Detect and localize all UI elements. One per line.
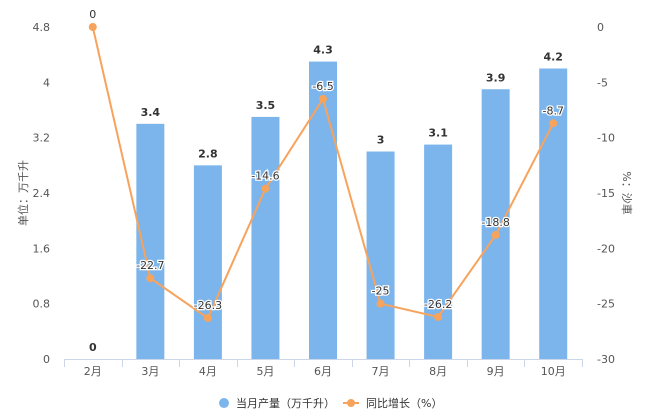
bar-series: 0 3.4 2.8 3.5 4.3 3 3.1 3.9 4.2 [89,44,568,360]
line-data-label: 0 [89,8,96,21]
right-tick-label: -5 [597,76,608,89]
x-tick-label: 7月 [372,365,390,378]
left-y-axis: 0 0.8 1.6 2.4 3.2 4 4.8 单位：万千升 [16,21,50,366]
bar-data-label: 4.2 [543,51,563,64]
legend-label: 当月产量（万千升） [236,396,335,410]
legend-item-line[interactable]: 同比增长（%） [343,396,442,410]
right-tick-label: -20 [597,242,615,255]
bar[interactable] [136,123,165,359]
bar-data-label: 3.5 [256,99,276,112]
line-point[interactable] [88,23,97,31]
x-tick-label: 3月 [141,365,159,378]
bar-data-label: 0 [89,341,97,354]
line-point[interactable] [376,299,385,308]
bar-data-label: 2.8 [198,147,218,160]
line-point[interactable] [261,184,270,193]
left-tick-label: 0.8 [33,298,51,311]
line-data-label: -14.6 [251,170,279,183]
line-point[interactable] [146,274,155,283]
line-point[interactable] [434,312,443,321]
bar[interactable] [251,116,280,360]
bar[interactable] [193,165,222,359]
right-tick-label: -30 [597,353,615,366]
right-tick-label: -15 [597,187,615,200]
left-tick-label: 2.4 [33,187,51,200]
left-tick-label: 3.2 [33,132,51,145]
line-data-label: -26.2 [424,298,452,311]
x-tick-label: 5月 [256,365,274,378]
line-point[interactable] [319,94,327,103]
line-data-label: -6.5 [312,80,333,93]
x-tick-label: 4月 [199,365,217,378]
left-tick-label: 4.8 [33,21,51,34]
legend-marker-dot [347,399,355,407]
left-tick-label: 4 [43,76,50,89]
legend-marker-circle [219,398,229,408]
line-point[interactable] [549,119,558,128]
bar-data-label: 3.4 [141,106,161,119]
line-data-label: -8.7 [542,104,563,117]
bar-data-label: 4.3 [313,44,333,57]
right-tick-label: 0 [597,21,604,34]
line-point[interactable] [203,314,212,323]
x-tick-label: 2月 [84,365,102,378]
x-tick-label: 8月 [429,365,447,378]
right-tick-label: -10 [597,132,615,145]
x-axis: 2月 3月 4月 5月 6月 7月 8月 9月 10月 [64,359,583,378]
line-data-label: -26.3 [194,299,222,312]
right-y-axis: -30 -25 -20 -15 -10 -5 0 %：沙車 [597,21,634,366]
x-tick-label: 10月 [541,365,566,378]
line-data-label: -22.7 [136,259,164,272]
left-tick-label: 0 [43,353,50,366]
line-data-label: -18.8 [481,216,509,229]
bar[interactable] [539,68,568,360]
bar[interactable] [424,144,453,359]
bar[interactable] [481,89,510,359]
line-series: 0 -22.7 -26.3 -14.6 -6.5 -25 -26.2 -18.8 -8.7 [88,7,565,323]
right-tick-label: -25 [597,298,615,311]
x-tick-label: 6月 [314,365,332,378]
bar-data-label: 3 [377,134,385,147]
left-tick-label: 1.6 [33,242,51,255]
legend-label: 同比增长（%） [366,396,442,410]
line-point[interactable] [491,231,500,240]
bar[interactable] [309,61,337,359]
line-data-label: -25 [372,285,390,298]
bar-data-label: 3.1 [428,127,448,140]
left-axis-title: 单位：万千升 [16,160,30,226]
legend-item-bar[interactable]: 当月产量（万千升） [219,396,335,410]
right-axis-title: %：沙車 [620,171,634,214]
x-tick-label: 9月 [487,365,505,378]
legend[interactable]: 当月产量（万千升） 同比增长（%） [219,396,442,410]
bar-data-label: 3.9 [486,71,506,84]
bar[interactable] [366,151,395,360]
